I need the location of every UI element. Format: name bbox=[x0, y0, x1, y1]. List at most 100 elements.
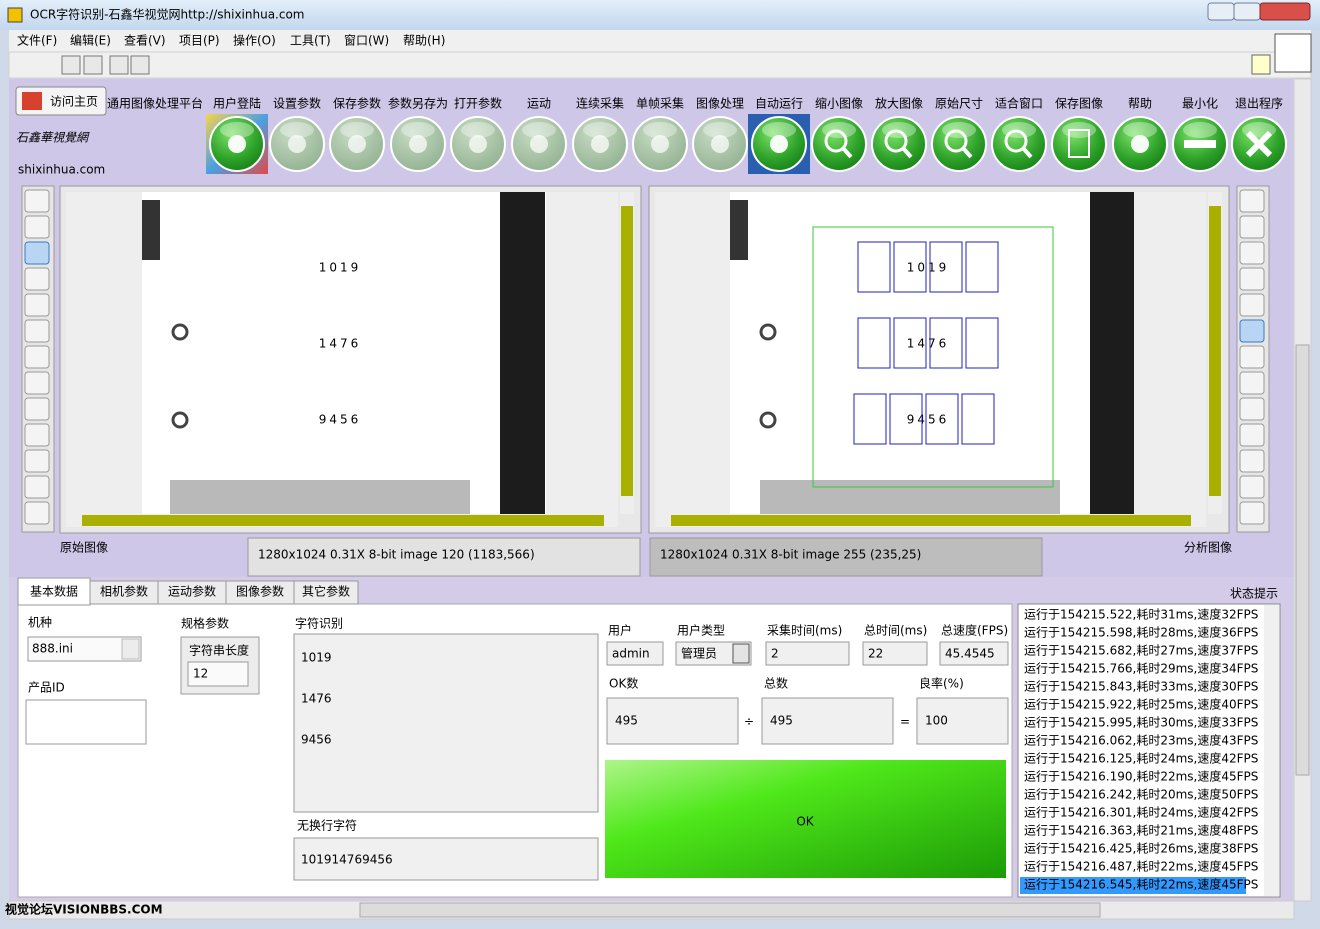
window-vscroll-thumb[interactable] bbox=[1295, 344, 1310, 776]
toolbar-label: 最小化 bbox=[1182, 97, 1218, 111]
run-button[interactable] bbox=[109, 55, 129, 75]
field-label: 规格参数 bbox=[181, 616, 229, 631]
image-digits: 1476 bbox=[319, 337, 362, 351]
generic-glyph bbox=[1131, 135, 1149, 153]
image-coords: (235,25) bbox=[870, 548, 921, 562]
run-button[interactable] bbox=[130, 55, 150, 75]
toolbar-button[interactable] bbox=[991, 116, 1047, 172]
run-button[interactable] bbox=[61, 55, 81, 75]
tool-button[interactable] bbox=[24, 293, 50, 317]
combo-arrow[interactable] bbox=[121, 638, 140, 660]
tool-button[interactable] bbox=[1239, 267, 1265, 291]
close-button[interactable] bbox=[1259, 2, 1311, 21]
tool-button[interactable] bbox=[1239, 371, 1265, 395]
home-icon bbox=[22, 92, 42, 110]
magnifier-handle bbox=[961, 146, 973, 159]
log-scrollbar[interactable] bbox=[1264, 605, 1279, 896]
menu-bar bbox=[9, 30, 1311, 52]
tool-button[interactable] bbox=[1239, 501, 1265, 525]
tool-button[interactable] bbox=[24, 475, 50, 499]
tool-button[interactable] bbox=[1239, 397, 1265, 421]
button-shine bbox=[703, 122, 737, 138]
char-box bbox=[889, 393, 923, 445]
tool-button[interactable] bbox=[24, 371, 50, 395]
operator: ÷ bbox=[744, 715, 754, 729]
button-shine bbox=[643, 122, 677, 138]
tool-button[interactable] bbox=[24, 423, 50, 447]
field-value: 2 bbox=[771, 647, 779, 661]
tool-button[interactable] bbox=[24, 449, 50, 473]
field-label: 机种 bbox=[28, 616, 52, 630]
field-input bbox=[862, 641, 928, 666]
maximize-button[interactable] bbox=[1233, 2, 1261, 21]
tool-button[interactable] bbox=[24, 501, 50, 525]
field-value: admin bbox=[612, 647, 650, 661]
magnifier-handle bbox=[901, 146, 913, 159]
tool-button[interactable] bbox=[24, 319, 50, 343]
tool-button[interactable] bbox=[24, 241, 50, 265]
tool-button[interactable] bbox=[1239, 449, 1265, 473]
image-label: 原始图像 bbox=[60, 541, 108, 555]
log-line: 运行于154216.363,耗时21ms,速度48FPS bbox=[1024, 823, 1258, 838]
run-button[interactable] bbox=[83, 55, 103, 75]
generic-glyph bbox=[770, 135, 788, 153]
char-box bbox=[857, 241, 891, 293]
log-line: 运行于154215.682,耗时27ms,速度37FPS bbox=[1024, 643, 1258, 658]
tool-button[interactable] bbox=[1239, 475, 1265, 499]
image-coords: (1183,566) bbox=[468, 548, 535, 562]
log-selected bbox=[1020, 877, 1246, 894]
tool-button[interactable] bbox=[1239, 293, 1265, 317]
app-icon bbox=[7, 7, 23, 23]
operator: = bbox=[900, 715, 910, 729]
toolbar-label: 放大图像 bbox=[875, 96, 923, 111]
field-input bbox=[765, 641, 850, 666]
context-help[interactable] bbox=[1251, 54, 1271, 75]
generic-glyph bbox=[409, 135, 427, 153]
tool-button[interactable] bbox=[24, 267, 50, 291]
right-image-panel bbox=[648, 185, 1230, 534]
log-line: 运行于154216.425,耗时26ms,速度38FPS bbox=[1024, 841, 1258, 856]
char-box bbox=[925, 393, 959, 445]
tool-button[interactable] bbox=[1239, 345, 1265, 369]
document-glyph bbox=[1068, 129, 1090, 158]
log-line: 运行于154216.301,耗时24ms,速度42FPS bbox=[1024, 805, 1258, 820]
tab[interactable] bbox=[17, 577, 91, 606]
tool-button[interactable] bbox=[1239, 241, 1265, 265]
log-line: 运行于154216.062,耗时23ms,速度43FPS bbox=[1024, 733, 1258, 748]
toolbar-label: 图像处理 bbox=[696, 97, 744, 111]
toolbar-label: 运动 bbox=[527, 97, 551, 111]
char-box bbox=[929, 241, 963, 293]
log-line: 运行于154216.190,耗时22ms,速度45FPS bbox=[1024, 769, 1258, 784]
char-box bbox=[965, 317, 999, 369]
toolbar-button[interactable] bbox=[811, 116, 867, 172]
tab[interactable] bbox=[293, 580, 359, 605]
tool-button[interactable] bbox=[24, 215, 50, 239]
count-box bbox=[606, 697, 739, 745]
right-status-box bbox=[649, 537, 1043, 577]
toolbar-button[interactable] bbox=[871, 116, 927, 172]
toolbar-button[interactable] bbox=[931, 116, 987, 172]
tool-button[interactable] bbox=[1239, 215, 1265, 239]
ocr-line: 1019 bbox=[301, 651, 332, 665]
flat-value: 101914769456 bbox=[301, 853, 393, 867]
toolbar-button[interactable] bbox=[1051, 116, 1107, 172]
log-list bbox=[1017, 603, 1281, 898]
menu-item: 查看(V) bbox=[124, 34, 166, 48]
tool-button[interactable] bbox=[24, 189, 50, 213]
select-arrow[interactable] bbox=[732, 643, 750, 664]
tool-button[interactable] bbox=[1239, 189, 1265, 213]
tool-button[interactable] bbox=[1239, 423, 1265, 447]
tab-label: 运动参数 bbox=[168, 584, 216, 599]
field-value: 45.4545 bbox=[945, 647, 995, 661]
window-hscroll-thumb[interactable] bbox=[359, 902, 1101, 918]
button-shine bbox=[762, 122, 796, 138]
tab-label: 其它参数 bbox=[302, 584, 350, 599]
char-box bbox=[853, 393, 887, 445]
field-label: 用户 bbox=[608, 623, 632, 638]
minimize-button[interactable] bbox=[1207, 2, 1235, 21]
tool-button[interactable] bbox=[24, 397, 50, 421]
tool-button[interactable] bbox=[1239, 319, 1265, 343]
field-label: 用户类型 bbox=[677, 623, 725, 638]
tool-button[interactable] bbox=[24, 345, 50, 369]
